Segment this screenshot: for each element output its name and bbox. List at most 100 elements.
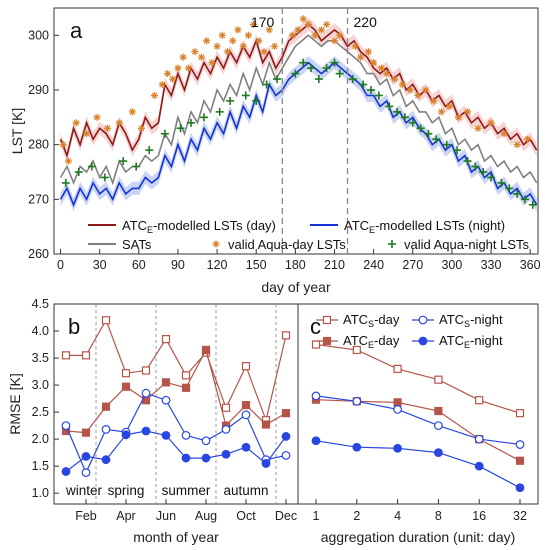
aqua-day-point	[351, 42, 359, 50]
panel-b-atcs_day-point	[181, 371, 191, 380]
c-legend-marker	[418, 336, 428, 346]
panel-b-atcs_night-point	[221, 425, 231, 434]
aqua-day-point-stroke	[331, 37, 338, 44]
aqua-day-point	[370, 59, 378, 67]
aqua-day-point	[72, 119, 80, 127]
season-label-winter: winter	[65, 483, 103, 498]
b-x-tick-label: Apr	[116, 509, 135, 523]
aqua-night-point	[400, 113, 409, 122]
b-x-tick-label: Dec	[275, 509, 297, 523]
aqua-night-point	[299, 58, 308, 67]
panel-b-atcs_day-point	[61, 351, 71, 360]
aqua-night-point	[119, 157, 128, 166]
panel-b-ylabel: RMSE [K]	[7, 373, 23, 434]
c-legend-marker	[322, 315, 332, 325]
aqua-day-point	[270, 42, 279, 50]
aqua-day-point	[137, 124, 145, 132]
panel-b-atce_night-point	[121, 430, 131, 440]
season-label-spring: spring	[108, 483, 145, 498]
c-x-tick-label: 16	[472, 509, 486, 523]
aqua-day-point-stroke	[261, 48, 268, 55]
c-legend-label-atcs_day: ATCS-day	[343, 312, 400, 329]
panel-a-ylabel: LST [K]	[9, 108, 25, 154]
aqua-night-point	[145, 146, 154, 155]
x-tick-label: 30	[93, 258, 107, 272]
aqua-day-point	[437, 108, 446, 116]
aqua-day-point	[454, 113, 462, 121]
aqua-night-point	[132, 162, 141, 171]
panel-a-frame	[53, 7, 539, 255]
panel-b-atcs_night-point	[61, 421, 71, 431]
aqua-night-point	[335, 69, 344, 78]
panel-b-ticks: 1.0 1.5 2.0 2.5 3.0 3.5 4.0 4.5 Feb Apr Jun Aug Oct D…	[32, 297, 298, 523]
aqua-day-point-stroke	[151, 92, 158, 99]
legend-aqua-night-swatch	[388, 240, 396, 248]
panel-b-atce_night-point	[221, 449, 231, 459]
aqua-day-point-stroke	[414, 92, 421, 99]
aqua-day-point-stroke	[245, 32, 252, 39]
aqua-day-point-stroke	[164, 70, 171, 77]
aqua-day-point-stroke	[289, 32, 296, 39]
aqua-night-point	[160, 129, 169, 138]
aqua-day-point	[330, 37, 339, 45]
panel-b-atce_night-point	[61, 467, 71, 476]
aqua-day-point	[289, 31, 297, 39]
panel-c-atcs_night-point	[393, 405, 403, 414]
aqua-day-point-stroke	[446, 103, 453, 110]
aqua-day-point	[265, 26, 273, 34]
aqua-night-point	[513, 189, 522, 198]
c-legend-marker	[418, 315, 428, 325]
panel-c-atcs_night-point	[311, 391, 321, 401]
panel-b-atcs_night-line	[65, 392, 287, 475]
panel-c-atce_night-line	[315, 440, 521, 489]
x-tick-label: 120	[207, 258, 228, 272]
panel-b-atce_night-point	[281, 432, 291, 441]
aqua-day-point	[197, 53, 205, 61]
aqua-night-point	[61, 178, 70, 187]
x-tick-label: 240	[363, 258, 384, 272]
aqua-day-point	[244, 31, 252, 39]
panel-a-shading	[60, 17, 537, 212]
aqua-day-point	[203, 37, 211, 45]
legend-aqua-day-swatch	[212, 240, 220, 248]
aqua-night-point	[241, 91, 250, 100]
panel-c-lines	[311, 340, 525, 493]
aqua-day-point-stroke	[73, 119, 80, 126]
panel-a-vlines: 170 220	[251, 8, 377, 254]
panel-b-atcs_night-point	[201, 436, 211, 446]
season-label-autumn: autumn	[223, 483, 268, 498]
panel-b-atcs_day-point	[101, 316, 111, 325]
aqua-day-point	[64, 157, 72, 165]
aqua-night-point	[374, 91, 383, 100]
aqua-night-point	[463, 157, 472, 166]
aqua-day-point	[311, 31, 319, 39]
aqua-night-point	[262, 80, 271, 89]
aqua-day-point	[336, 31, 344, 39]
aqua-day-point-stroke	[174, 65, 181, 72]
b-x-tick-label: Aug	[195, 509, 217, 523]
aqua-day-point	[422, 86, 430, 94]
b-y-tick-label: 3.5	[32, 351, 49, 365]
panel-c-atcs_night-line	[315, 395, 521, 446]
panel-b-atcs_night-point	[161, 395, 171, 405]
panel-c-atcs_night-point	[352, 396, 362, 406]
aqua-day-point-stroke	[501, 130, 508, 137]
aqua-day-point-stroke	[138, 125, 145, 132]
aqua-day-point-stroke	[229, 37, 236, 44]
aqua-day-point	[158, 80, 166, 89]
aqua-day-point	[524, 135, 532, 143]
aqua-night-point	[497, 178, 506, 187]
aqua-night-point	[200, 113, 209, 122]
aqua-night-point	[186, 118, 195, 127]
panel-c-atce_night-point	[352, 442, 362, 452]
y-tick-label: 280	[28, 138, 49, 152]
panel-b-atcs_day-point	[81, 351, 91, 360]
aqua-day-point	[430, 97, 438, 105]
aqua-day-point	[169, 75, 177, 83]
y-tick-label: 290	[28, 83, 49, 97]
panel-b-atcs_night-point	[81, 468, 91, 478]
panel-c-legend: ATCS-day ATCS-night ATCE-day ATCE-night	[316, 312, 503, 350]
panel-b-atce_night-point	[81, 452, 91, 461]
aqua-day-point	[513, 141, 521, 149]
